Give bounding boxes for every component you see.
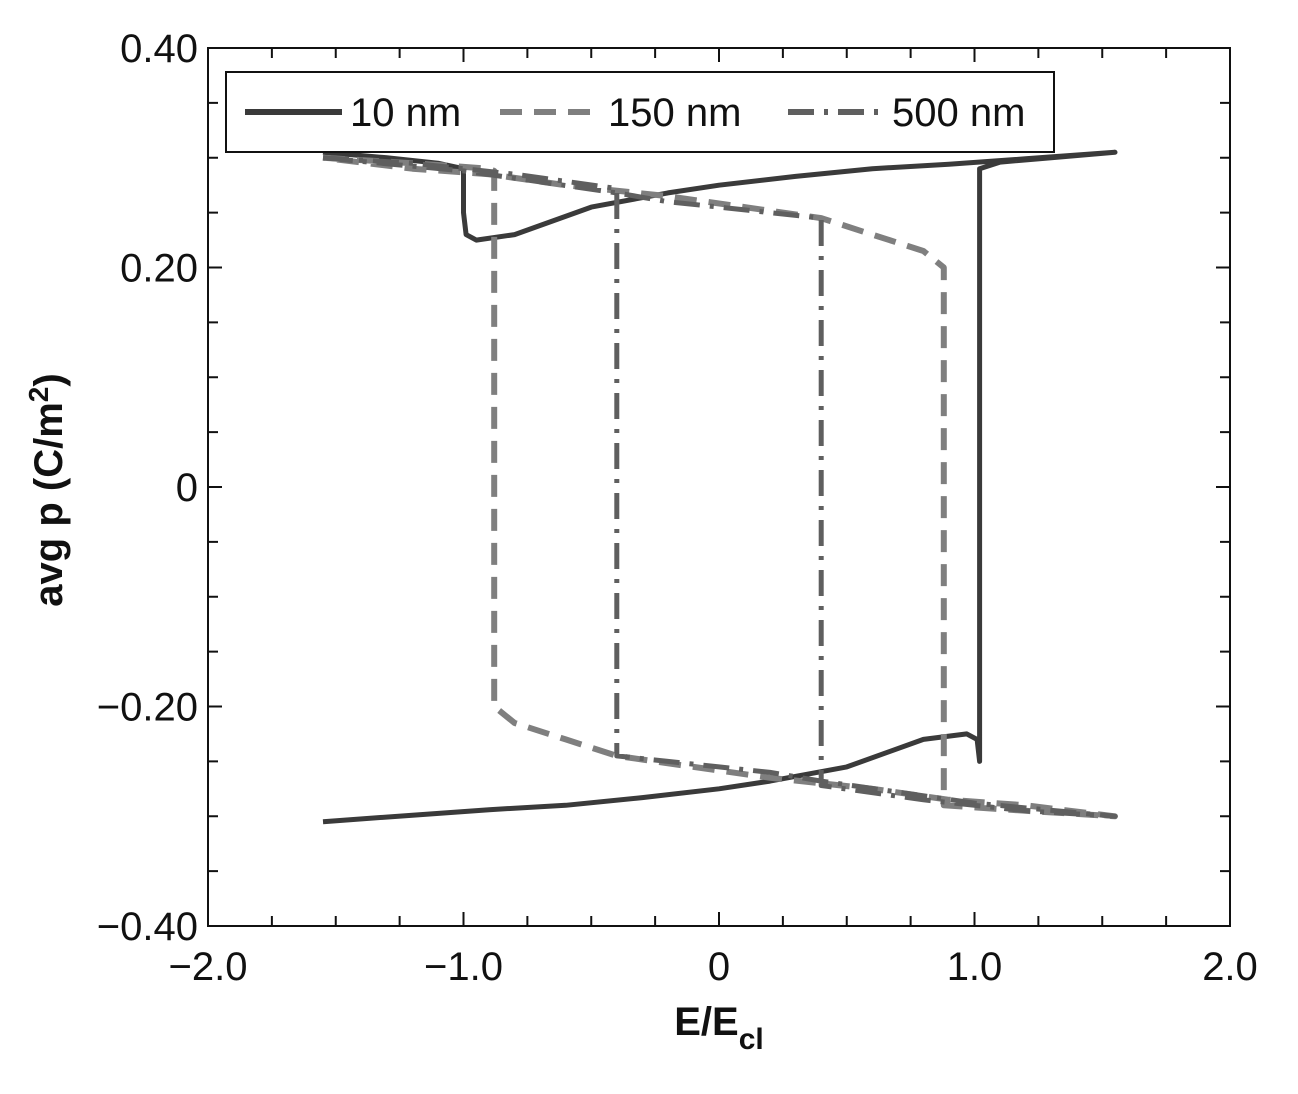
legend-label-10nm: 10 nm — [350, 91, 461, 135]
x-tick-label: 1.0 — [947, 945, 1003, 989]
legend-box — [225, 71, 1055, 153]
y-tick-label: 0.40 — [120, 27, 198, 71]
x-tick-label: 0 — [708, 945, 730, 989]
series-lines — [322, 149, 1118, 825]
y-axis-label-close: ) — [27, 373, 71, 386]
x-axis-label: E/Ecl — [674, 1000, 764, 1056]
y-tick-label: −0.40 — [97, 905, 198, 949]
x-tick-label: 2.0 — [1202, 945, 1258, 989]
series-line-2 — [322, 154, 1118, 820]
y-tick-label: −0.20 — [97, 686, 198, 730]
legend-label-500nm: 500 nm — [892, 91, 1025, 135]
series-line-3 — [322, 155, 1118, 819]
legend-label-150nm: 150 nm — [608, 91, 741, 135]
tick-labels: −2.0 −1.0 0 1.0 2.0 0.40 0.20 0 −0.20 −0.40 — [97, 27, 1258, 989]
y-axis-label-sup: 2 — [23, 387, 54, 403]
x-tick-label: −2.0 — [169, 945, 248, 989]
y-axis-label: avg p (C/m2) — [23, 373, 71, 606]
x-axis-label-sub: cl — [739, 1023, 764, 1056]
y-tick-label: 0 — [176, 466, 198, 510]
x-tick-label: −1.0 — [424, 945, 503, 989]
legend: 10 nm 150 nm 500 nm — [225, 71, 1055, 153]
y-axis-label-main: avg p (C/m — [27, 402, 71, 606]
y-tick-label: 0.20 — [120, 247, 198, 291]
series-line-1 — [322, 149, 1118, 825]
axis-ticks — [207, 47, 1231, 927]
x-axis-label-main: E/E — [674, 1000, 738, 1044]
plot-frame — [207, 47, 1231, 927]
